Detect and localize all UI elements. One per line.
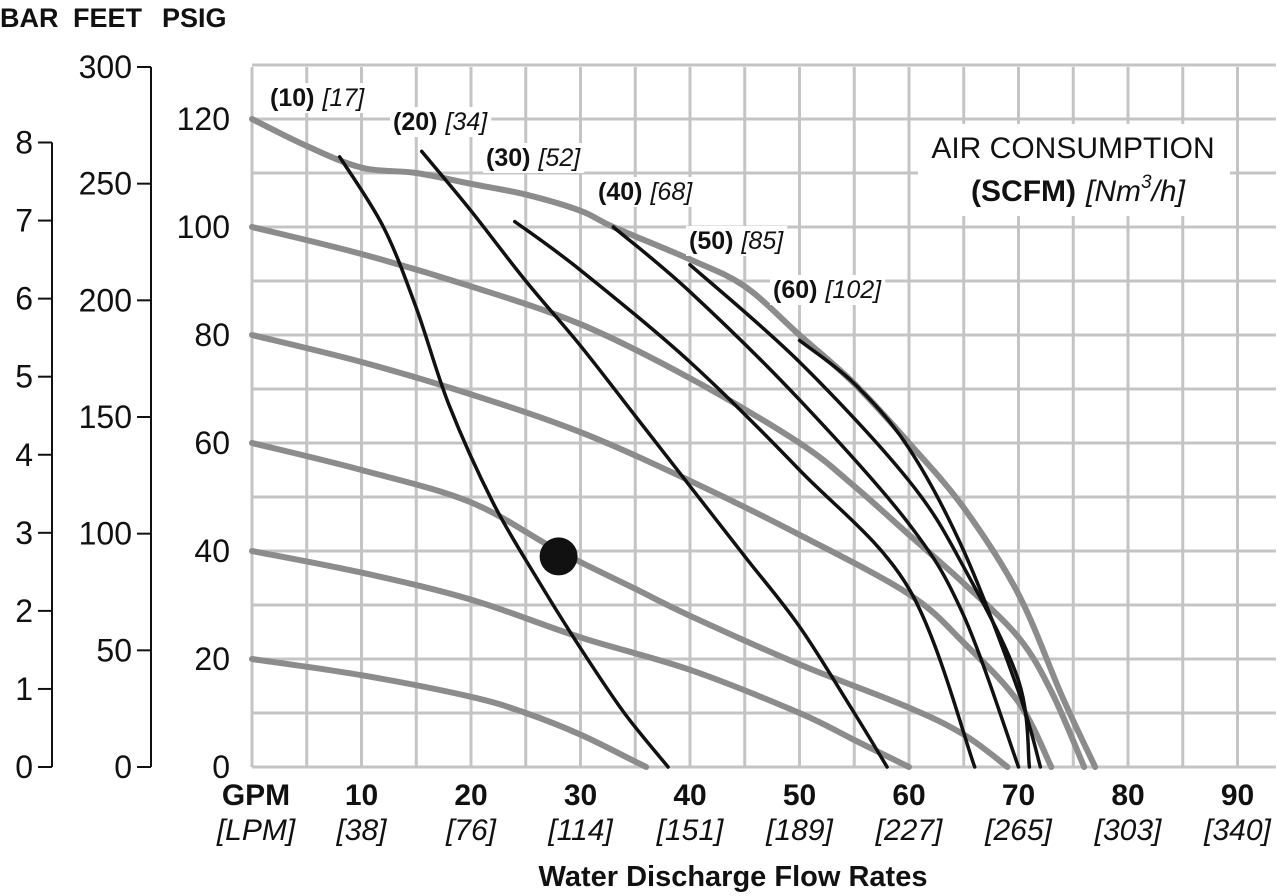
- air-curve-label: (10) [17]: [270, 84, 365, 112]
- feet-tick-label: 150: [79, 399, 132, 435]
- air-curve-label-scfm: (60): [773, 276, 817, 304]
- bar-axis-unit: BAR: [0, 3, 59, 33]
- feet-tick-label: 300: [79, 49, 132, 85]
- air-curve-label-nm3h: [85]: [740, 227, 784, 255]
- x-tick-lpm: [114]: [547, 814, 613, 847]
- psig-tick-label: 40: [194, 533, 230, 569]
- x-unit-gpm: GPM: [222, 779, 290, 812]
- air-curve-label-scfm: (10): [270, 84, 314, 112]
- air-curve-1: [337, 155, 670, 769]
- head-curve-20psig: [249, 656, 650, 770]
- x-unit-lpm: [LPM]: [216, 814, 296, 847]
- bar-tick-label: 2: [15, 593, 33, 629]
- air-curve-label: (30) [52]: [486, 144, 581, 172]
- air-curve-3: [513, 219, 977, 769]
- air-curve-label-background: [595, 177, 697, 207]
- legend-title: AIR CONSUMPTION: [931, 132, 1214, 165]
- x-tick-lpm: [340]: [1203, 814, 1271, 847]
- air-curve-label-scfm: (20): [393, 108, 437, 136]
- x-tick-lpm: [303]: [1094, 814, 1162, 847]
- curve-labels: (10) [17] (20) [34] (30) [52] (40) [68] (50) [85]…: [267, 83, 886, 305]
- air-curve-label: (40) [68]: [598, 178, 693, 206]
- x-tick-gpm: 30: [564, 779, 597, 812]
- air-curve-label: (50) [85]: [689, 227, 784, 255]
- legend-units-scfm: (SCFM): [971, 175, 1076, 208]
- operating-point-marker: [539, 537, 578, 576]
- head-curve-120psig: [249, 116, 1099, 770]
- feet-tick-label: 200: [79, 282, 132, 318]
- head-curve-60psig: [249, 440, 1011, 770]
- head-curve-100psig: [249, 224, 1088, 770]
- psig-tick-label: 60: [194, 425, 230, 461]
- x-tick-gpm: 90: [1221, 779, 1254, 812]
- feet-tick-label: 50: [96, 632, 132, 668]
- air-curve-label-scfm: (30): [486, 144, 530, 172]
- air-curve-label-scfm: (40): [598, 178, 642, 206]
- air-curve-label-nm3h: [68]: [649, 178, 693, 206]
- bar-tick-label: 0: [15, 749, 33, 785]
- air-consumption-curves: [337, 149, 1043, 769]
- x-tick-lpm: [38]: [335, 814, 387, 847]
- bar-tick-label: 1: [15, 671, 33, 707]
- air-curve-label-background: [770, 275, 886, 305]
- x-axis-title: Water Discharge Flow Rates: [539, 861, 928, 893]
- air-curve-label-scfm: (50): [689, 227, 733, 255]
- air-curve-4: [611, 225, 1021, 769]
- air-curve-2: [419, 149, 889, 769]
- bar-tick-label: 4: [15, 437, 33, 473]
- feet-tick-label: 0: [114, 749, 132, 785]
- legend-units-h: /h]: [1150, 175, 1186, 208]
- air-curve-5: [688, 263, 1032, 769]
- air-curve-label-nm3h: [34]: [444, 108, 488, 136]
- x-tick-labels: 10[38] 20[76] 30[114] 40[151] 50[189] 60[227]…: [335, 779, 1271, 847]
- bar-tick-label: 5: [15, 359, 33, 395]
- x-tick-gpm: 50: [783, 779, 816, 812]
- air-curve-label-nm3h: [17]: [321, 84, 365, 112]
- x-tick-gpm: 70: [1002, 779, 1035, 812]
- x-tick-gpm: 60: [892, 779, 925, 812]
- psig-tick-label: 120: [177, 101, 230, 137]
- air-curve-6: [797, 338, 1043, 769]
- air-curve-label: (60) [102]: [773, 276, 882, 304]
- marker-layer: [539, 537, 578, 576]
- air-curve-label-background: [483, 143, 585, 173]
- psig-tick-label: 20: [194, 641, 230, 677]
- psig-tick-label: 0: [212, 749, 230, 785]
- legend-background: [918, 124, 1230, 216]
- head-curve-40psig: [249, 548, 912, 770]
- x-tick-gpm: 40: [673, 779, 706, 812]
- air-curve-label-background: [267, 83, 369, 113]
- feet-axis-unit: FEET: [73, 3, 143, 33]
- feet-tick-label: 250: [79, 166, 132, 202]
- x-tick-lpm: [189]: [765, 814, 833, 847]
- y-axes: 0 20 40 60 80 100 120 0 50 100 150 200 250 300 0 1 2 3 4 5 6…: [15, 49, 230, 785]
- feet-tick-label: 100: [79, 516, 132, 552]
- psig-axis-unit: PSIG: [162, 3, 227, 33]
- air-curve-label-background: [686, 226, 788, 256]
- bar-tick-label: 7: [15, 203, 33, 239]
- air-curve-label: (20) [34]: [393, 108, 488, 136]
- x-tick-lpm: [151]: [656, 814, 724, 847]
- x-tick-lpm: [227]: [875, 814, 943, 847]
- chart-grid: [250, 63, 1276, 769]
- x-tick-gpm: 80: [1111, 779, 1144, 812]
- x-tick-gpm: 10: [345, 779, 378, 812]
- legend-units-sup: 3: [1141, 172, 1152, 193]
- x-tick-lpm: [76]: [445, 814, 497, 847]
- psig-tick-label: 80: [194, 317, 230, 353]
- bar-tick-label: 8: [15, 125, 33, 161]
- air-curve-label-nm3h: [102]: [824, 276, 882, 304]
- x-tick-gpm: 20: [454, 779, 487, 812]
- legend-units-nm: [Nm: [1085, 175, 1141, 208]
- x-tick-lpm: [265]: [984, 814, 1052, 847]
- psig-tick-label: 100: [177, 209, 230, 245]
- bar-tick-label: 6: [15, 281, 33, 317]
- air-curve-label-background: [390, 107, 492, 137]
- bar-tick-label: 3: [15, 515, 33, 551]
- legend-units: (SCFM) [Nm3/h]: [971, 172, 1186, 208]
- air-curve-label-nm3h: [52]: [537, 144, 581, 172]
